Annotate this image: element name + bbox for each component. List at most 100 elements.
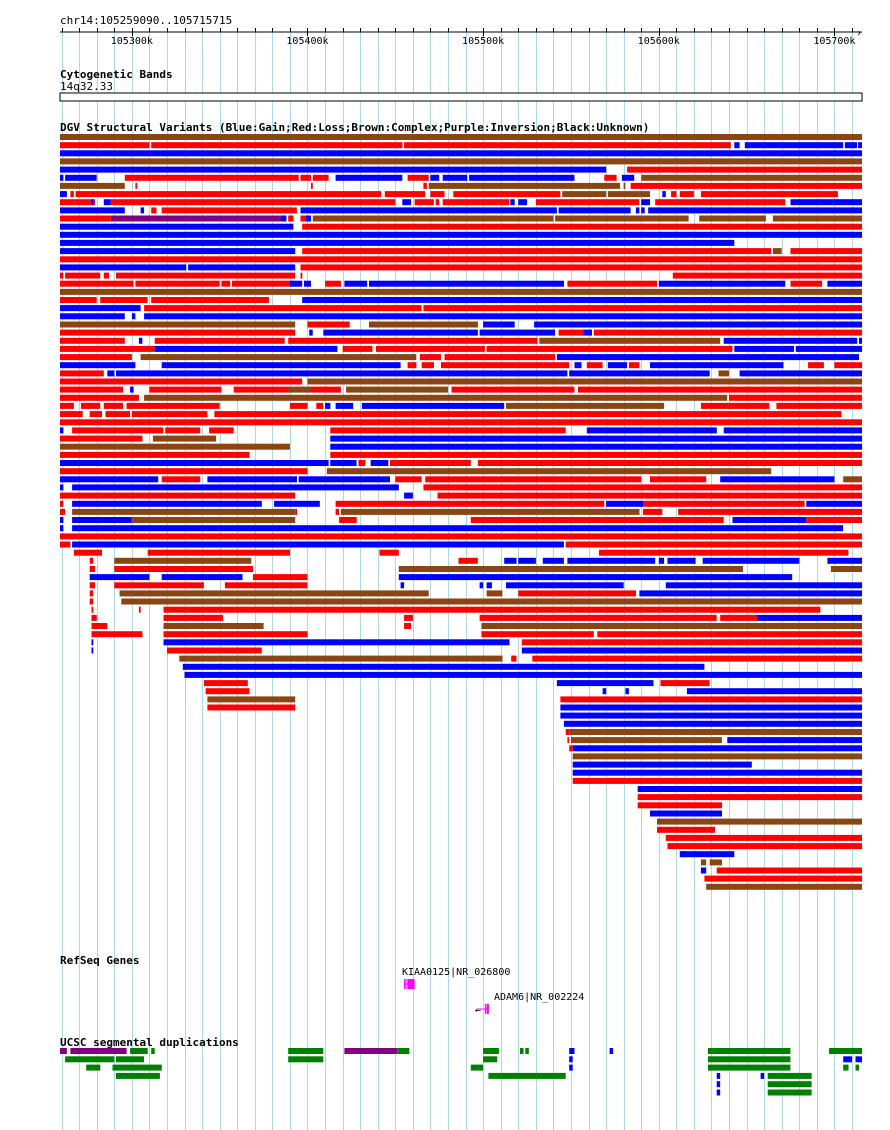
dgv-variant[interactable]: [672, 272, 862, 279]
dgv-variant[interactable]: [60, 508, 66, 515]
dgv-variant[interactable]: [89, 411, 102, 418]
dgv-variant[interactable]: [182, 663, 705, 670]
dgv-variant[interactable]: [89, 598, 94, 605]
dgv-variant[interactable]: [720, 614, 758, 621]
dgv-variant[interactable]: [665, 834, 862, 841]
dgv-variant[interactable]: [570, 737, 722, 744]
dgv-variant[interactable]: [60, 345, 155, 352]
dgv-variant[interactable]: [665, 582, 862, 589]
segdup-block[interactable]: [855, 1064, 860, 1071]
dgv-variant[interactable]: [593, 329, 862, 336]
segdup-block[interactable]: [839, 1048, 862, 1054]
dgv-variant[interactable]: [437, 492, 863, 499]
dgv-variant[interactable]: [607, 362, 628, 369]
dgv-variant[interactable]: [477, 460, 862, 466]
dgv-variant[interactable]: [723, 427, 862, 434]
dgv-variant[interactable]: [565, 541, 862, 548]
dgv-variant[interactable]: [699, 215, 766, 222]
dgv-variant[interactable]: [89, 582, 95, 589]
dgv-variant[interactable]: [425, 476, 642, 483]
dgv-variant[interactable]: [858, 142, 862, 149]
dgv-variant[interactable]: [72, 525, 844, 532]
segdup-block[interactable]: [65, 1056, 115, 1063]
dgv-variant[interactable]: [404, 614, 413, 621]
dgv-variant[interactable]: [233, 386, 290, 393]
cytoband-bar[interactable]: [59, 92, 863, 102]
dgv-variant[interactable]: [734, 142, 740, 149]
dgv-variant[interactable]: [628, 362, 640, 369]
dgv-variant[interactable]: [60, 182, 125, 189]
segdup-block[interactable]: [569, 1048, 575, 1054]
dgv-variant[interactable]: [667, 843, 863, 850]
dgv-variant[interactable]: [302, 297, 862, 303]
dgv-variant[interactable]: [565, 729, 570, 735]
dgv-variant[interactable]: [641, 174, 862, 181]
dgv-variant[interactable]: [60, 525, 64, 532]
dgv-variant[interactable]: [307, 378, 863, 385]
dgv-variant[interactable]: [419, 354, 441, 361]
dgv-variant[interactable]: [562, 191, 607, 198]
dgv-variant[interactable]: [60, 280, 134, 287]
dgv-variant[interactable]: [844, 142, 858, 149]
dgv-variant[interactable]: [103, 199, 111, 206]
dgv-variant[interactable]: [60, 411, 83, 418]
dgv-variant[interactable]: [637, 786, 862, 792]
dgv-variant[interactable]: [560, 696, 862, 703]
dgv-variant[interactable]: [151, 297, 269, 303]
dgv-variant[interactable]: [648, 207, 862, 214]
dgv-variant[interactable]: [444, 354, 556, 361]
dgv-variant[interactable]: [91, 623, 108, 629]
dgv-variant[interactable]: [124, 174, 299, 181]
dgv-variant[interactable]: [161, 207, 297, 214]
dgv-variant[interactable]: [300, 207, 557, 214]
dgv-variant[interactable]: [451, 386, 575, 393]
segdup-block[interactable]: [716, 1072, 721, 1079]
dgv-variant[interactable]: [602, 688, 607, 695]
dgv-variant[interactable]: [323, 329, 478, 336]
segdup-block[interactable]: [707, 1048, 791, 1054]
dgv-variant[interactable]: [700, 859, 707, 866]
dgv-variant[interactable]: [572, 761, 752, 768]
dgv-variant[interactable]: [60, 500, 64, 507]
dgv-variant[interactable]: [667, 557, 696, 564]
dgv-variant[interactable]: [60, 460, 329, 466]
dgv-variant[interactable]: [486, 590, 503, 597]
dgv-variant[interactable]: [470, 517, 724, 523]
dgv-variant[interactable]: [60, 451, 250, 458]
dgv-variant[interactable]: [312, 215, 554, 222]
dgv-variant[interactable]: [790, 199, 863, 206]
dgv-variant[interactable]: [650, 362, 784, 369]
dgv-variant[interactable]: [140, 207, 145, 214]
dgv-variant[interactable]: [686, 688, 862, 695]
segdup-block[interactable]: [525, 1048, 529, 1054]
dgv-variant[interactable]: [304, 280, 311, 287]
dgv-variant[interactable]: [542, 557, 564, 564]
dgv-variant[interactable]: [402, 199, 412, 206]
dgv-variant[interactable]: [165, 427, 201, 434]
dgv-variant[interactable]: [119, 590, 429, 597]
dgv-variant[interactable]: [289, 280, 303, 287]
dgv-variant[interactable]: [511, 655, 517, 662]
dgv-variant[interactable]: [311, 386, 341, 393]
dgv-variant[interactable]: [772, 215, 862, 222]
dgv-variant[interactable]: [91, 639, 94, 646]
segdup-block[interactable]: [843, 1064, 849, 1071]
dgv-variant[interactable]: [209, 427, 234, 434]
dgv-variant[interactable]: [830, 566, 862, 572]
dgv-variant[interactable]: [163, 614, 224, 621]
dgv-variant[interactable]: [806, 517, 862, 523]
dgv-variant[interactable]: [274, 500, 320, 507]
dgv-variant[interactable]: [330, 443, 862, 450]
dgv-variant[interactable]: [144, 305, 422, 312]
dgv-variant[interactable]: [253, 574, 308, 581]
dgv-variant[interactable]: [486, 582, 492, 589]
dgv-variant[interactable]: [732, 517, 807, 523]
dgv-variant[interactable]: [776, 402, 862, 409]
dgv-variant[interactable]: [398, 574, 793, 581]
dgv-variant[interactable]: [510, 199, 515, 206]
dgv-variant[interactable]: [60, 354, 132, 361]
dgv-variant[interactable]: [70, 191, 74, 198]
dgv-variant[interactable]: [481, 631, 594, 638]
dgv-variant[interactable]: [563, 720, 862, 727]
dgv-variant[interactable]: [335, 174, 403, 181]
